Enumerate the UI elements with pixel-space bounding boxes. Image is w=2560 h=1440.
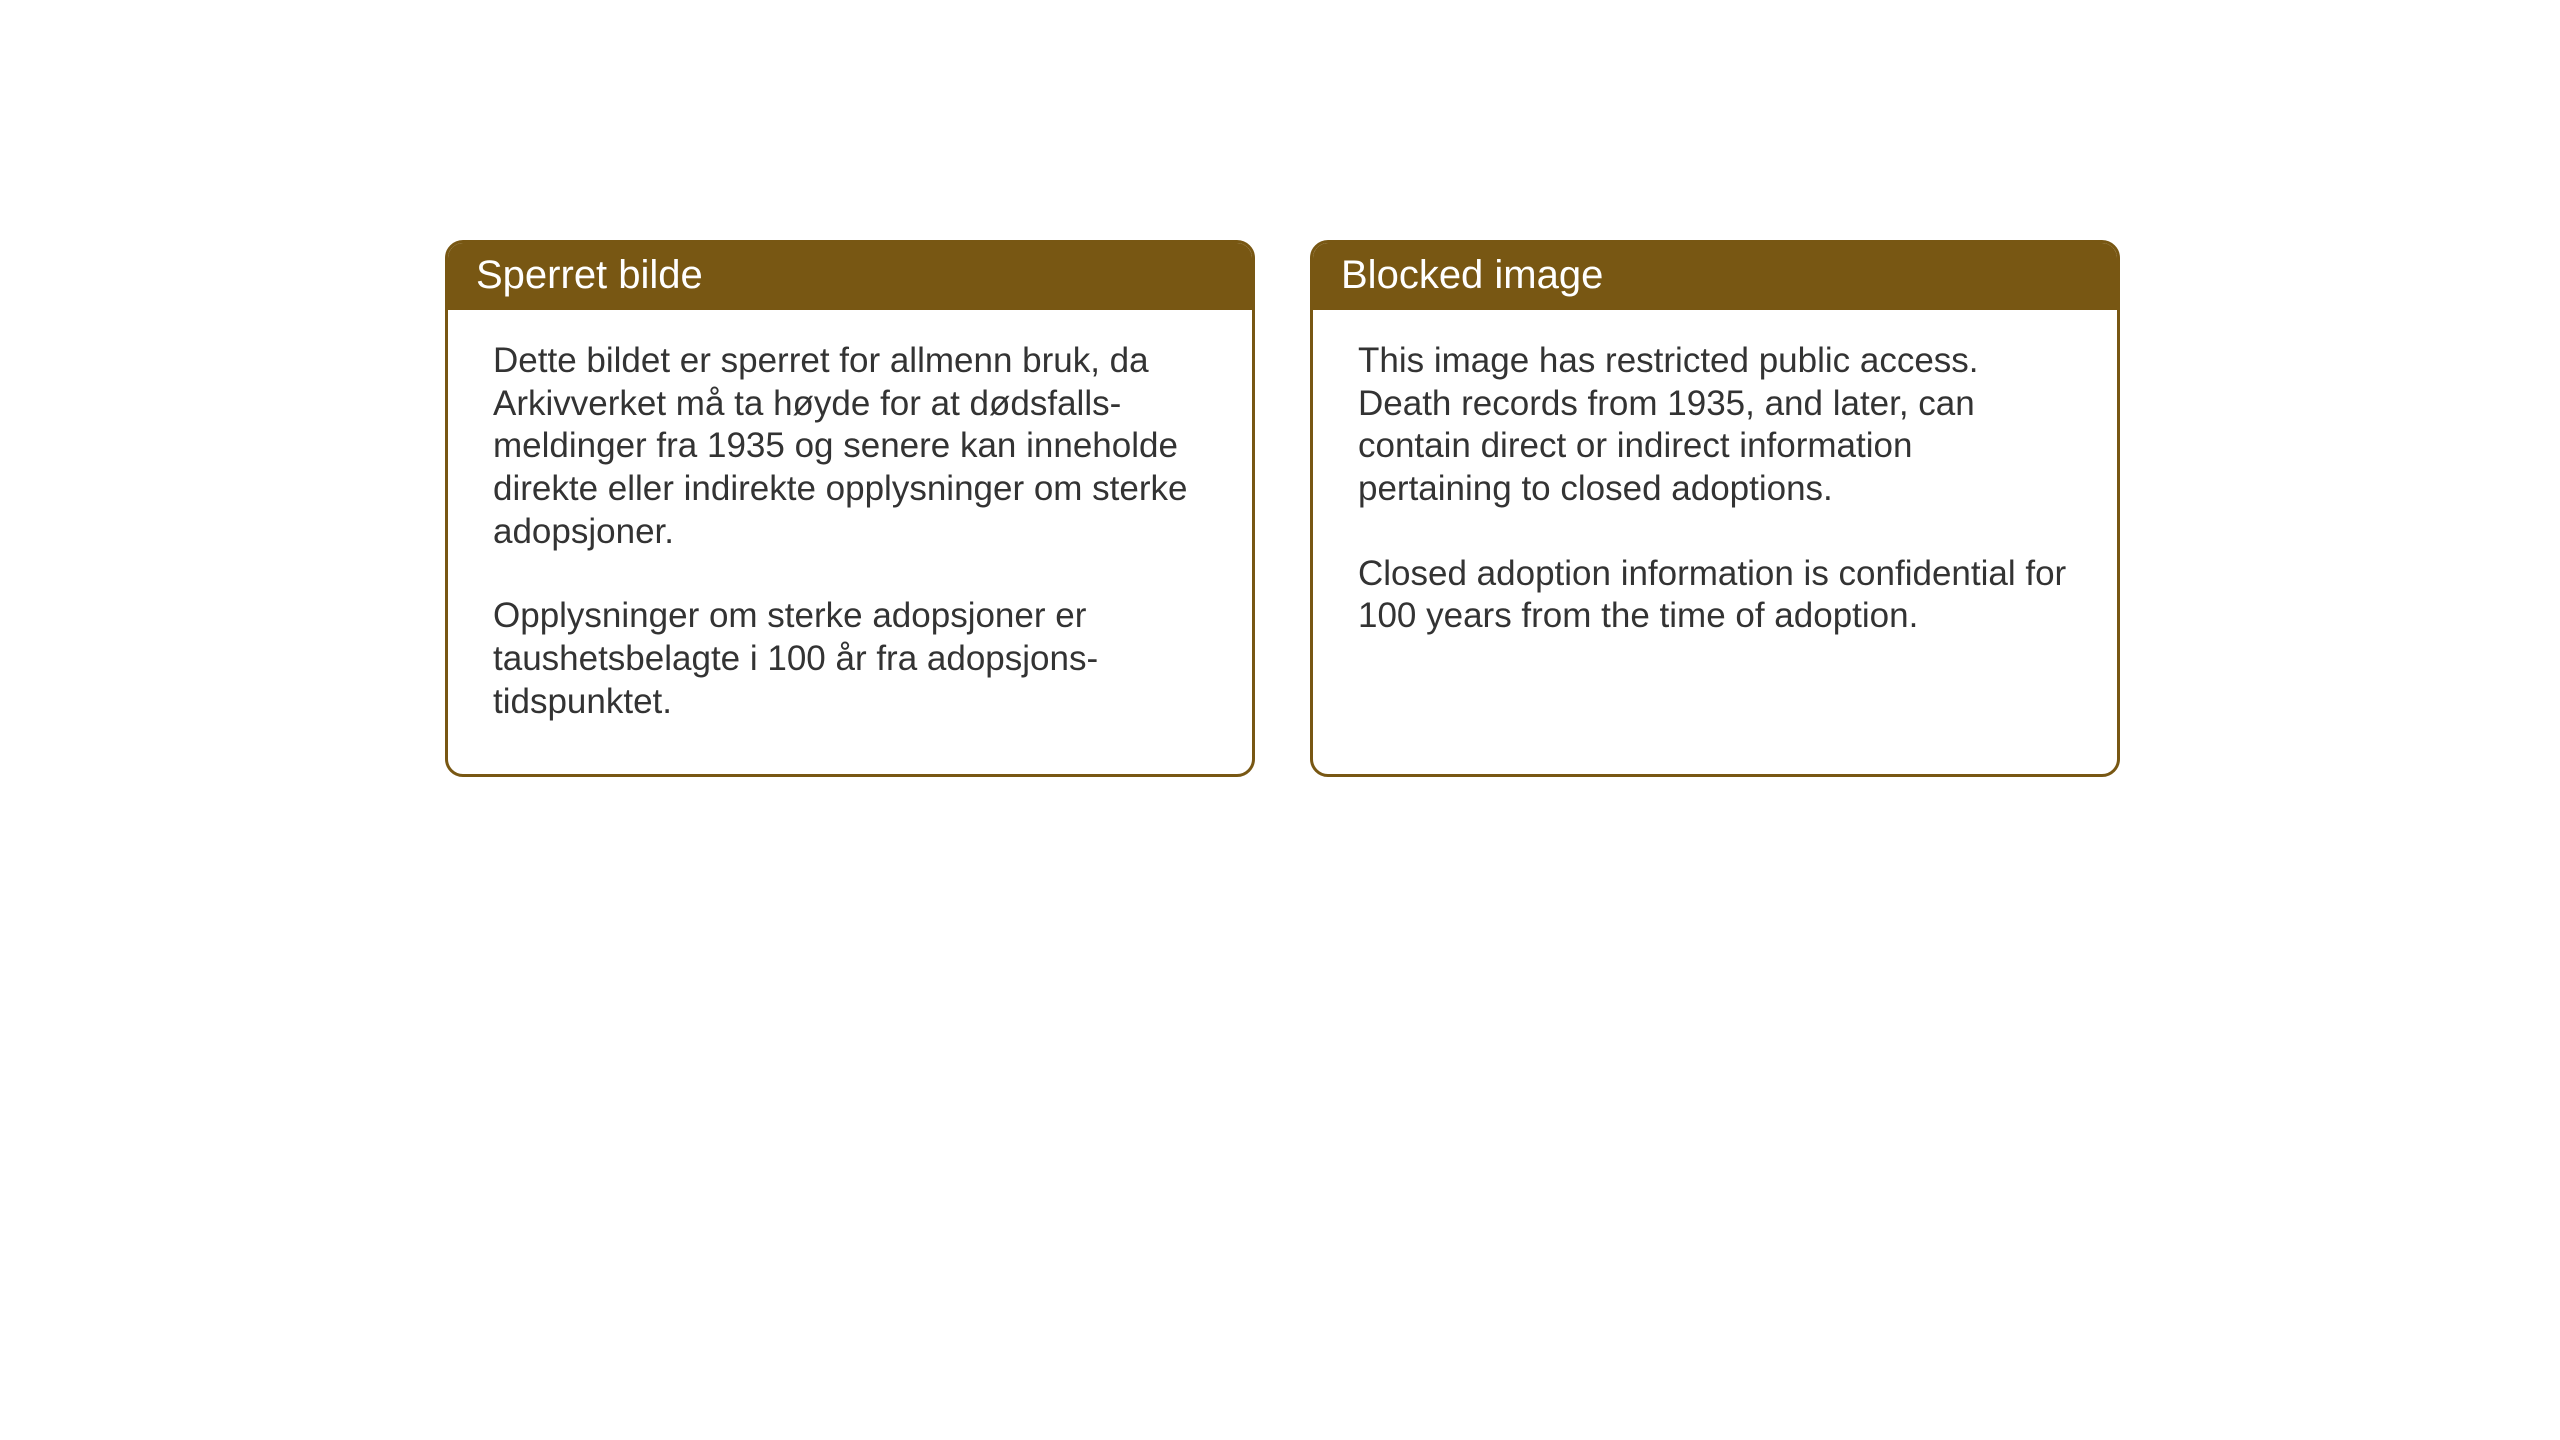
card-english: Blocked image This image has restricted … — [1310, 240, 2120, 777]
card-text-norwegian: Dette bildet er sperret for allmenn bruk… — [493, 340, 1207, 724]
card-norwegian: Sperret bilde Dette bildet er sperret fo… — [445, 240, 1255, 777]
paragraph-1-norwegian: Dette bildet er sperret for allmenn bruk… — [493, 340, 1207, 553]
card-text-english: This image has restricted public access.… — [1358, 340, 2072, 638]
card-title-norwegian: Sperret bilde — [476, 253, 1224, 298]
card-header-english: Blocked image — [1313, 243, 2117, 310]
cards-container: Sperret bilde Dette bildet er sperret fo… — [445, 240, 2120, 777]
card-body-english: This image has restricted public access.… — [1313, 310, 2117, 688]
paragraph-2-english: Closed adoption information is confident… — [1358, 553, 2072, 638]
paragraph-2-norwegian: Opplysninger om sterke adopsjoner er tau… — [493, 595, 1207, 723]
card-header-norwegian: Sperret bilde — [448, 243, 1252, 310]
card-body-norwegian: Dette bildet er sperret for allmenn bruk… — [448, 310, 1252, 774]
card-title-english: Blocked image — [1341, 253, 2089, 298]
paragraph-1-english: This image has restricted public access.… — [1358, 340, 2072, 511]
